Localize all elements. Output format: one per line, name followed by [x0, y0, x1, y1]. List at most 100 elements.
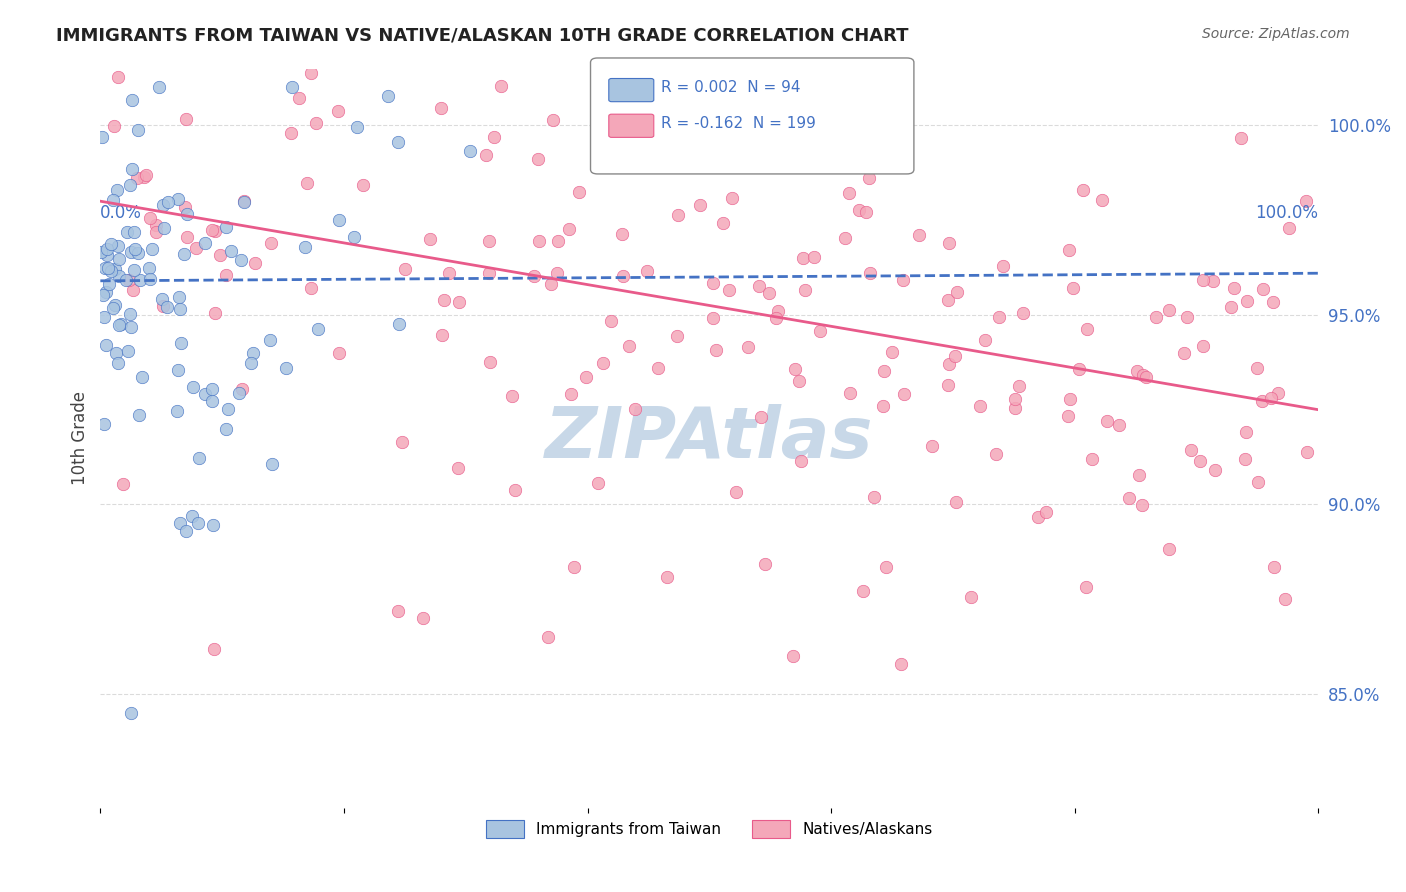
Point — [748, 279, 770, 293]
Point — [793, 284, 815, 298]
Point — [1261, 295, 1284, 310]
Point — [121, 93, 143, 107]
Point — [1157, 302, 1180, 317]
Point — [305, 116, 328, 130]
Point — [1274, 592, 1296, 607]
Point — [167, 192, 190, 206]
Point — [167, 363, 190, 377]
Point — [1295, 194, 1317, 208]
Point — [173, 200, 195, 214]
Point — [834, 231, 856, 245]
Point — [233, 194, 256, 208]
Point — [174, 524, 197, 538]
Point — [936, 293, 959, 307]
Point — [208, 43, 231, 57]
Point — [1062, 281, 1084, 295]
Point — [969, 399, 991, 413]
Point — [204, 641, 226, 656]
Point — [215, 421, 238, 435]
Point — [560, 387, 582, 401]
Point — [115, 273, 138, 287]
Point — [111, 477, 134, 491]
Point — [169, 301, 191, 316]
Point — [127, 123, 149, 137]
Point — [121, 284, 143, 298]
Point — [718, 283, 741, 297]
Point — [790, 454, 813, 468]
Point — [152, 299, 174, 313]
Point — [100, 237, 122, 252]
Point — [221, 244, 243, 259]
Point — [1057, 409, 1080, 424]
Legend: Immigrants from Taiwan, Natives/Alaskans: Immigrants from Taiwan, Natives/Alaskans — [479, 814, 939, 845]
Point — [217, 402, 239, 417]
Point — [479, 355, 502, 369]
Point — [176, 230, 198, 244]
Point — [890, 657, 912, 671]
Point — [1295, 445, 1317, 459]
Point — [194, 235, 217, 250]
Point — [1204, 462, 1226, 476]
Point — [1128, 468, 1150, 483]
Point — [134, 169, 156, 184]
Point — [765, 311, 787, 326]
Point — [233, 194, 256, 209]
Point — [201, 394, 224, 409]
Point — [139, 211, 162, 226]
Point — [568, 185, 591, 199]
Point — [194, 386, 217, 401]
Point — [938, 235, 960, 250]
Point — [1157, 542, 1180, 557]
Point — [96, 242, 118, 256]
Point — [1201, 274, 1223, 288]
Point — [104, 261, 127, 276]
Point — [700, 131, 723, 145]
Point — [575, 370, 598, 384]
Point — [558, 222, 581, 236]
Point — [107, 183, 129, 197]
Point — [921, 440, 943, 454]
Point — [1059, 392, 1081, 407]
Text: Source: ZipAtlas.com: Source: ZipAtlas.com — [1202, 27, 1350, 41]
Point — [432, 328, 454, 343]
Point — [122, 263, 145, 277]
Point — [120, 320, 142, 334]
Point — [478, 234, 501, 248]
Point — [1067, 362, 1090, 376]
Point — [1076, 322, 1098, 336]
Point — [94, 261, 117, 276]
Point — [880, 344, 903, 359]
Point — [973, 333, 995, 347]
Point — [231, 252, 253, 267]
Point — [704, 343, 727, 357]
Point — [187, 451, 209, 466]
Point — [156, 300, 179, 314]
Point — [891, 273, 914, 287]
Point — [176, 207, 198, 221]
Point — [1004, 392, 1026, 406]
Y-axis label: 10th Grade: 10th Grade — [72, 391, 89, 485]
Point — [204, 224, 226, 238]
Point — [1008, 378, 1031, 392]
Point — [1081, 452, 1104, 467]
Point — [280, 126, 302, 140]
Point — [946, 285, 969, 300]
Point — [200, 223, 222, 237]
Point — [419, 232, 441, 246]
Point — [118, 45, 141, 59]
Point — [108, 269, 131, 284]
Point — [501, 389, 523, 403]
Point — [91, 130, 114, 145]
Point — [657, 570, 679, 584]
Point — [181, 380, 204, 394]
Point — [1074, 581, 1097, 595]
Point — [523, 269, 546, 284]
Point — [430, 101, 453, 115]
Text: IMMIGRANTS FROM TAIWAN VS NATIVE/ALASKAN 10TH GRADE CORRELATION CHART: IMMIGRANTS FROM TAIWAN VS NATIVE/ALASKAN… — [56, 27, 908, 45]
Point — [1057, 244, 1080, 258]
Point — [129, 273, 152, 287]
Point — [328, 213, 350, 227]
Point — [242, 345, 264, 359]
Point — [876, 560, 898, 574]
Point — [1234, 425, 1257, 439]
